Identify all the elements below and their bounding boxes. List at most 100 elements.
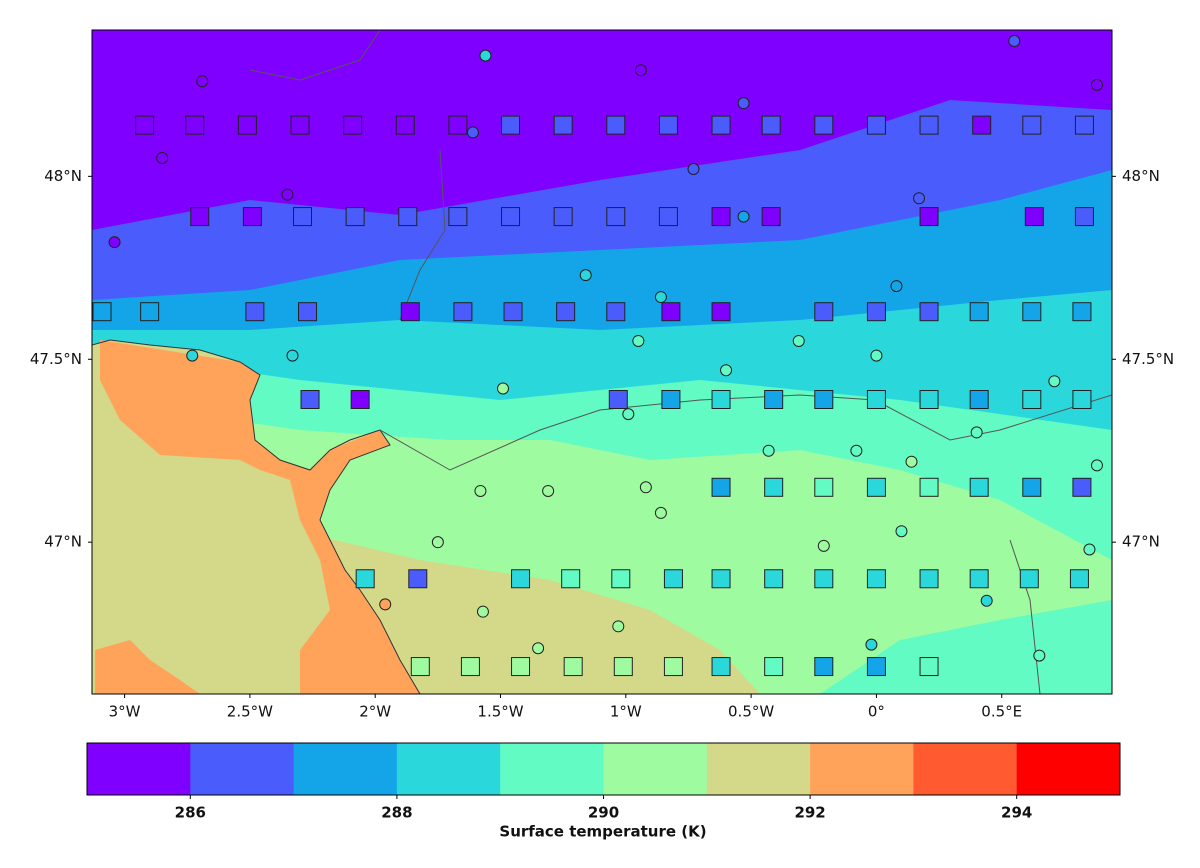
station-square [919, 569, 939, 589]
station-circle [870, 349, 883, 362]
station-square [866, 389, 886, 409]
station-square [658, 207, 678, 227]
station-square [711, 115, 731, 135]
station-square [355, 569, 375, 589]
station-square [190, 207, 210, 227]
station-circle [632, 334, 645, 347]
station-circle [108, 236, 121, 249]
station-square [140, 302, 160, 322]
field-region [95, 640, 200, 694]
station-circle [281, 188, 294, 201]
station-square [711, 477, 731, 497]
station-square [300, 389, 320, 409]
stations [92, 34, 1103, 677]
colorbar-tick-label: 286 [175, 804, 206, 822]
station-square [1022, 477, 1042, 497]
station-square [711, 657, 731, 677]
station-circle [579, 269, 592, 282]
station-square [661, 389, 681, 409]
station-square [919, 302, 939, 322]
station-square [606, 302, 626, 322]
station-square [1072, 302, 1092, 322]
station-circle [1008, 34, 1021, 47]
station-circle [654, 291, 667, 304]
station-circle [687, 163, 700, 176]
station-square [92, 302, 112, 322]
station-square [453, 302, 473, 322]
field-region [100, 340, 420, 694]
axes: 3°W 2.5°W 2°W 1.5°W 1°W 0.5°W 0° 0.5°E 47°N 47°N 4… [30, 167, 1174, 721]
station-circle [612, 620, 625, 633]
colorbar-tick-label: 288 [381, 804, 412, 822]
colorbar-bin [500, 743, 604, 795]
station-square [448, 207, 468, 227]
colorbar-label: Surface temperature (K) [499, 823, 706, 841]
station-square [298, 302, 318, 322]
colorbar-bin [190, 743, 295, 795]
station-circle [737, 97, 750, 110]
station-square [764, 389, 784, 409]
station-circle [890, 280, 903, 293]
station-square [866, 302, 886, 322]
station-circle [379, 598, 392, 611]
station-square [556, 302, 576, 322]
y-tick-label: 47°N [44, 533, 82, 551]
station-square [658, 115, 678, 135]
station-circle [762, 444, 775, 457]
station-circle [850, 444, 863, 457]
station-square [1074, 207, 1094, 227]
station-square [408, 569, 428, 589]
station-square [350, 389, 370, 409]
station-square [245, 302, 265, 322]
colorbar-bin [810, 743, 914, 795]
station-circle [1090, 459, 1103, 472]
y-tick-label: 47.5°N [1122, 350, 1174, 368]
station-square [1069, 569, 1089, 589]
station-square [460, 657, 480, 677]
station-square [969, 569, 989, 589]
station-square [561, 569, 581, 589]
station-square [606, 207, 626, 227]
station-square [711, 207, 731, 227]
y-tick-label: 48°N [1122, 167, 1160, 185]
station-square [866, 115, 886, 135]
station-circle [1090, 78, 1103, 91]
coastline [92, 339, 421, 694]
station-square [764, 657, 784, 677]
station-circle [634, 64, 647, 77]
station-square [503, 302, 523, 322]
x-tick-label: 3°W [109, 703, 141, 721]
station-square [814, 389, 834, 409]
station-square [814, 477, 834, 497]
station-square [761, 115, 781, 135]
station-square [343, 115, 363, 135]
station-square [814, 115, 834, 135]
station-square [663, 657, 683, 677]
station-square [613, 657, 633, 677]
colorbar-bin [396, 743, 501, 795]
map-frame [91, 29, 1113, 695]
station-circle [639, 481, 652, 494]
station-square [135, 115, 155, 135]
station-square [814, 302, 834, 322]
colorbar-tick-label: 294 [1001, 804, 1032, 822]
y-tick-label: 47.5°N [30, 350, 82, 368]
station-square [711, 569, 731, 589]
river [1009, 539, 1041, 694]
station-square [1072, 477, 1092, 497]
station-square [919, 477, 939, 497]
colorbar-bin [293, 743, 398, 795]
station-square [501, 207, 521, 227]
station-square [919, 389, 939, 409]
station-circle [479, 49, 492, 62]
station-square [814, 657, 834, 677]
station-square [764, 569, 784, 589]
station-square [290, 115, 310, 135]
station-square [611, 569, 631, 589]
x-tick-label: 1°W [610, 703, 642, 721]
colorbar-bin [913, 743, 1018, 795]
station-circle [737, 210, 750, 223]
colorbar-bin [87, 743, 191, 795]
station-square [501, 115, 521, 135]
